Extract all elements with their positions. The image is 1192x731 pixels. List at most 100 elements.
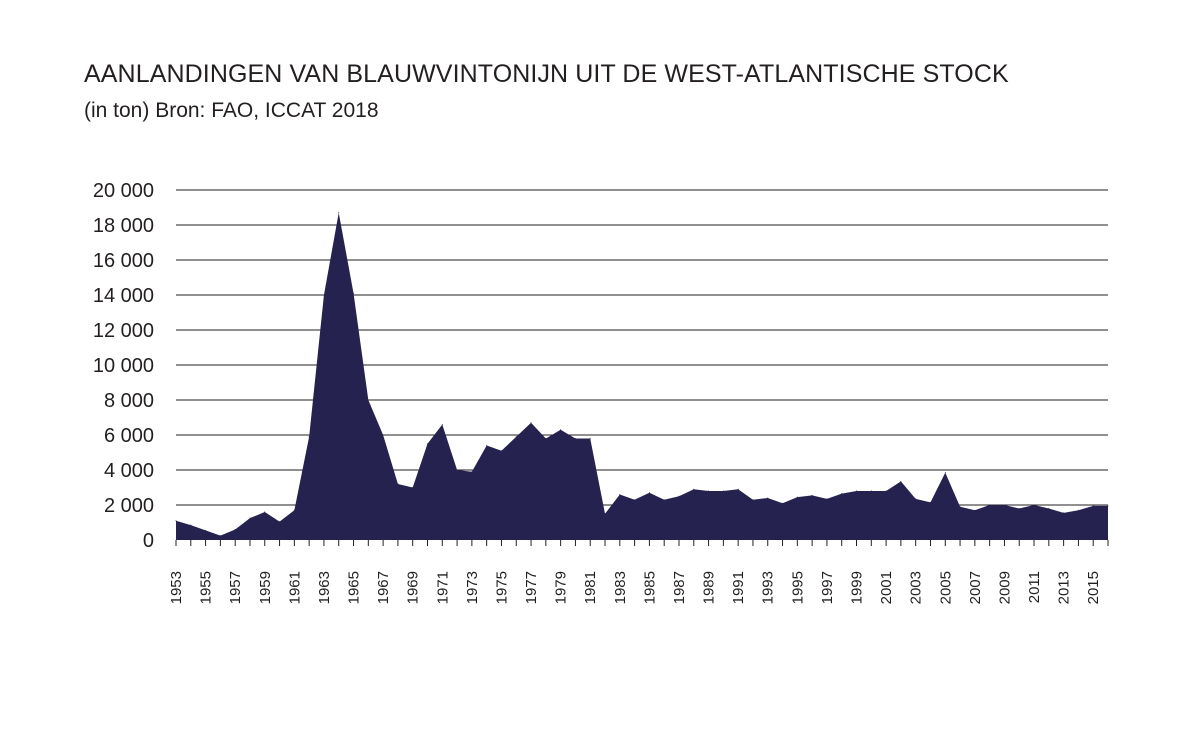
data-point [722, 490, 724, 492]
data-point [500, 450, 502, 452]
data-point [308, 436, 310, 438]
data-point [841, 493, 843, 495]
data-point [737, 488, 739, 490]
data-point [353, 292, 355, 294]
data-point [974, 509, 976, 511]
data-point [767, 497, 769, 499]
x-tick-label: 1969 [405, 571, 422, 604]
data-point [1107, 505, 1109, 507]
data-point [929, 501, 931, 503]
data-point [382, 434, 384, 436]
area-series [175, 212, 1109, 540]
y-tick-label: 20 000 [93, 180, 154, 202]
data-point [870, 490, 872, 492]
x-tick-label: 1995 [789, 571, 806, 604]
data-point [545, 438, 547, 439]
x-tick-label: 1985 [641, 571, 658, 604]
x-tick-label: 1965 [346, 571, 363, 604]
data-point [367, 399, 369, 401]
y-tick-label: 14 000 [93, 285, 154, 307]
x-tick-label: 1957 [227, 571, 244, 604]
data-point [412, 487, 414, 488]
data-point [397, 483, 399, 485]
data-point [279, 521, 281, 523]
y-tick-label: 10 000 [93, 355, 154, 377]
x-axis-labels: 1953 1955 1957 1959 1961 1963 1965 1967 1969 1971… [168, 540, 1109, 604]
x-tick-label: 1959 [257, 571, 274, 604]
data-point [205, 529, 207, 531]
area-fill [176, 212, 1108, 540]
data-point [515, 436, 517, 438]
data-point [323, 294, 325, 296]
y-tick-label: 12 000 [93, 320, 154, 342]
data-point [471, 471, 473, 473]
chart-subtitle: (in ton) Bron: FAO, ICCAT 2018 [84, 99, 379, 122]
data-point [293, 509, 295, 511]
x-tick-label: 1981 [582, 571, 599, 604]
data-point [708, 490, 710, 492]
data-point [456, 469, 458, 471]
x-tick-label: 1979 [553, 571, 570, 604]
data-point [989, 504, 991, 506]
x-tick-label: 1999 [849, 571, 866, 604]
data-point [678, 495, 680, 497]
data-point [811, 494, 813, 496]
data-point [885, 490, 887, 492]
y-tick-label: 16 000 [93, 250, 154, 272]
x-tick-label: 1963 [316, 571, 333, 604]
data-point [663, 499, 665, 501]
data-point [560, 429, 562, 431]
x-tick-label: 1961 [286, 571, 303, 604]
y-tick-label: 8 000 [104, 390, 154, 412]
x-tick-label: 2001 [878, 571, 895, 604]
data-point [1033, 504, 1035, 506]
data-point [752, 499, 754, 501]
data-point [441, 424, 443, 425]
data-point [426, 443, 428, 445]
data-point [234, 529, 236, 530]
data-point [530, 422, 532, 424]
data-point [249, 517, 251, 519]
y-tick-label: 2 000 [104, 495, 154, 517]
data-point [1063, 512, 1065, 514]
y-tick-label: 18 000 [93, 215, 154, 237]
chart-title: AANLANDINGEN VAN BLAUWVINTONIJN UIT DE W… [84, 60, 1009, 88]
x-tick-label: 1955 [198, 571, 215, 604]
x-tick-label: 1967 [375, 571, 392, 604]
data-point [338, 212, 340, 214]
x-tick-label: 1977 [523, 571, 540, 604]
x-tick-label: 1987 [671, 571, 688, 604]
x-tick-label: 2005 [937, 571, 954, 604]
data-point [574, 438, 576, 439]
data-point [1077, 509, 1079, 511]
x-tick-label: 1997 [819, 571, 836, 604]
data-point [264, 511, 266, 513]
x-tick-label: 2011 [1026, 571, 1043, 603]
x-tick-label: 1989 [701, 571, 718, 604]
data-point [589, 438, 591, 439]
x-tick-label: 2015 [1085, 571, 1102, 604]
data-point [634, 499, 636, 501]
x-tick-label: 1975 [493, 571, 510, 604]
data-point [693, 488, 695, 490]
data-point [1003, 504, 1005, 506]
y-tick-label: 0 [143, 530, 154, 552]
data-point [175, 520, 177, 522]
y-tick-label: 4 000 [104, 460, 154, 482]
x-tick-label: 1991 [730, 571, 747, 604]
data-point [648, 492, 650, 494]
data-point [219, 535, 221, 537]
data-point [915, 498, 917, 500]
x-tick-label: 1983 [612, 571, 629, 604]
data-point [1048, 508, 1050, 509]
data-point [1092, 505, 1094, 507]
data-point [900, 480, 902, 482]
data-point [826, 498, 828, 500]
data-point [1018, 508, 1020, 509]
x-tick-label: 1973 [464, 571, 481, 604]
data-point [796, 496, 798, 498]
x-tick-label: 1993 [760, 571, 777, 604]
data-point [856, 490, 858, 492]
data-point [619, 494, 621, 495]
